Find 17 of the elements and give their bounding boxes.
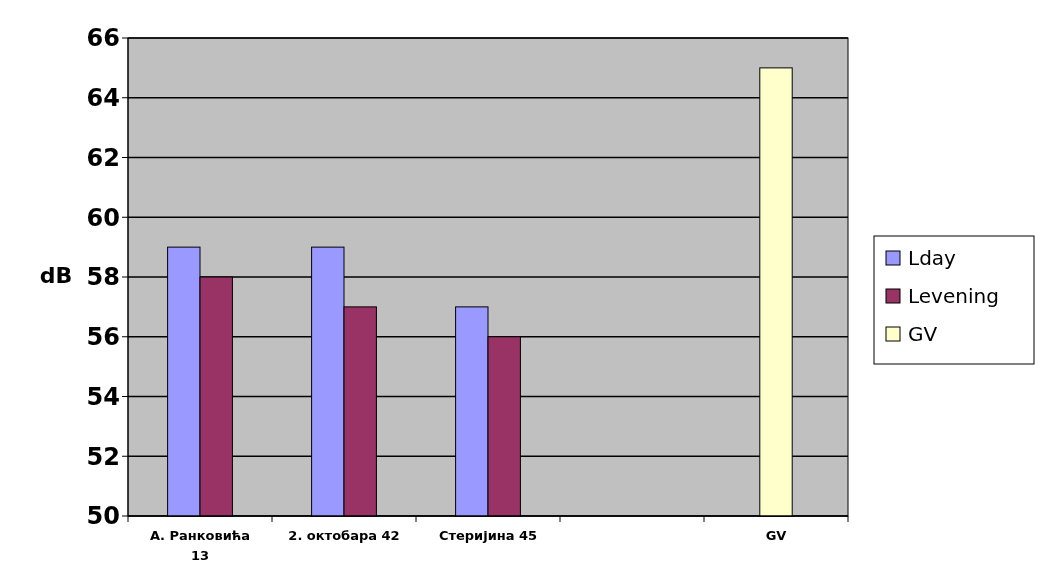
y-tick-label: 66 <box>86 24 120 53</box>
y-tick-label: 52 <box>86 442 120 471</box>
y-axis-title: dB <box>39 263 73 288</box>
y-tick-label: 50 <box>86 502 120 531</box>
y-tick-label: 58 <box>86 263 120 292</box>
y-tick-label: 60 <box>86 203 120 232</box>
legend-label: GV <box>908 322 938 346</box>
legend-label: Lday <box>908 246 957 270</box>
y-tick-label: 56 <box>86 323 120 352</box>
x-tick-label: Стеријина 45 <box>438 528 538 543</box>
x-tick-label: А. Ранковића 13 <box>149 528 251 563</box>
y-tick-label: 64 <box>86 84 120 113</box>
y-tick-label: 54 <box>86 382 120 411</box>
legend-label: Levening <box>908 284 999 308</box>
x-tick-label: 2. октобара 42 <box>288 528 400 543</box>
x-tick-label: GV <box>765 528 787 543</box>
y-tick-label: 62 <box>86 143 120 172</box>
